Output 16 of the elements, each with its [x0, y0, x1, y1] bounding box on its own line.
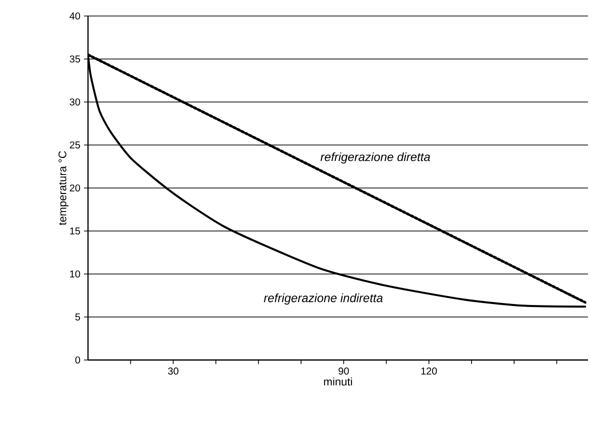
y-tick-label: 10 — [70, 270, 80, 278]
y-tick-label: 5 — [75, 313, 80, 320]
x-tick-label: 30 — [168, 368, 178, 375]
y-tick-label: 40 — [70, 12, 80, 20]
y-tick-label: 0 — [75, 356, 80, 364]
x-tick-label: 120 — [421, 368, 437, 375]
y-tick-label: 35 — [70, 55, 80, 63]
x-tick-label: 90 — [338, 368, 349, 375]
y-tick-label: 15 — [70, 227, 80, 234]
y-tick-label: 30 — [70, 98, 80, 106]
y-tick-label: 20 — [70, 184, 80, 192]
series-label: refrigerazione diretta — [320, 152, 430, 164]
y-tick-label: 25 — [70, 141, 80, 149]
series-label: refrigerazione indiretta — [264, 293, 383, 305]
x-axis-title: minuti — [324, 377, 352, 386]
y-axis-title: temperatura °C — [58, 151, 68, 226]
